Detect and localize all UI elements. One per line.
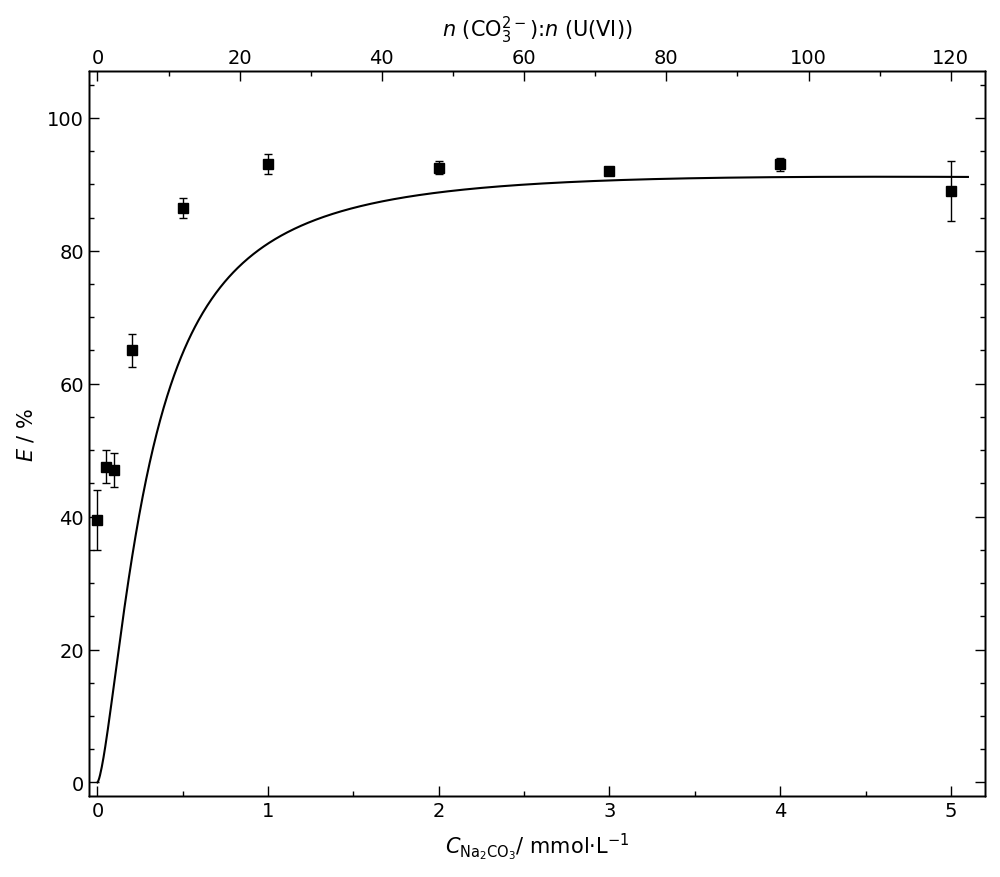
X-axis label: $n$ (CO$_3^{2-}$):$n$ (U(VI)): $n$ (CO$_3^{2-}$):$n$ (U(VI)) (442, 15, 632, 46)
Y-axis label: $E$ / %: $E$ / % (15, 407, 36, 461)
X-axis label: $C_{\mathrm{Na_2CO_3}}$/ mmol·L$^{-1}$: $C_{\mathrm{Na_2CO_3}}$/ mmol·L$^{-1}$ (445, 831, 629, 862)
